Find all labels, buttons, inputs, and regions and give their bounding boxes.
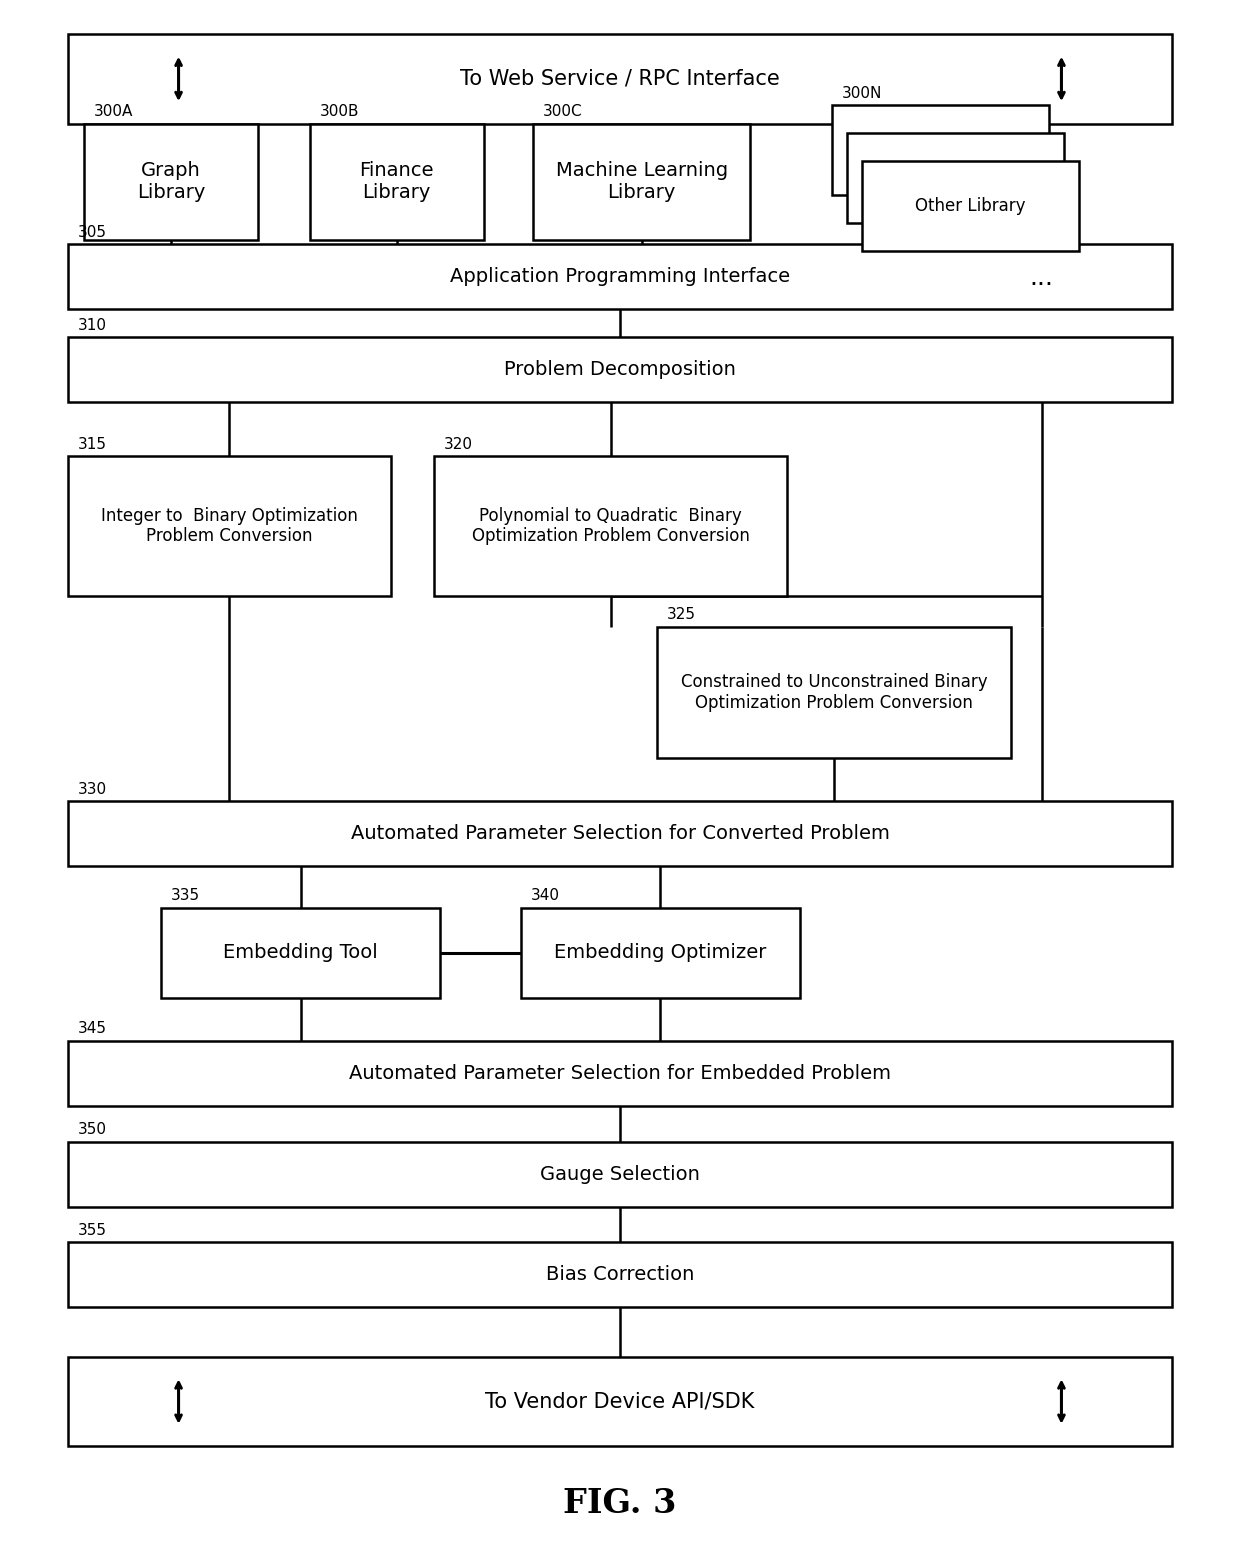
Bar bbox=[862, 161, 1079, 251]
Text: 330: 330 bbox=[78, 781, 107, 797]
Bar bbox=[533, 124, 750, 240]
Text: 350: 350 bbox=[78, 1122, 107, 1137]
Text: Automated Parameter Selection for Embedded Problem: Automated Parameter Selection for Embedd… bbox=[348, 1064, 892, 1083]
Text: 300B: 300B bbox=[320, 104, 360, 119]
Bar bbox=[847, 133, 1064, 223]
Text: Finance
Library: Finance Library bbox=[360, 161, 434, 203]
Text: ...: ... bbox=[1029, 266, 1054, 291]
Bar bbox=[68, 456, 391, 596]
Bar bbox=[68, 1041, 1172, 1106]
Text: 335: 335 bbox=[171, 888, 200, 903]
Text: 355: 355 bbox=[78, 1222, 107, 1238]
Bar bbox=[310, 124, 484, 240]
Text: Application Programming Interface: Application Programming Interface bbox=[450, 268, 790, 286]
Bar bbox=[68, 1242, 1172, 1307]
Bar bbox=[68, 1357, 1172, 1446]
Text: Graph
Library: Graph Library bbox=[136, 161, 206, 203]
Bar bbox=[68, 801, 1172, 866]
Text: To Vendor Device API/SDK: To Vendor Device API/SDK bbox=[485, 1392, 755, 1411]
Text: 300A: 300A bbox=[94, 104, 134, 119]
Text: 300C: 300C bbox=[543, 104, 583, 119]
Text: Embedding Optimizer: Embedding Optimizer bbox=[554, 944, 766, 962]
Text: 305: 305 bbox=[78, 224, 107, 240]
Bar bbox=[68, 337, 1172, 402]
Bar bbox=[68, 34, 1172, 124]
Text: Constrained to Unconstrained Binary
Optimization Problem Conversion: Constrained to Unconstrained Binary Opti… bbox=[681, 673, 987, 712]
Bar bbox=[657, 627, 1011, 758]
Bar bbox=[84, 124, 258, 240]
Text: To Web Service / RPC Interface: To Web Service / RPC Interface bbox=[460, 70, 780, 88]
Text: 340: 340 bbox=[531, 888, 559, 903]
Bar bbox=[521, 908, 800, 998]
Text: 310: 310 bbox=[78, 317, 107, 333]
Text: Integer to  Binary Optimization
Problem Conversion: Integer to Binary Optimization Problem C… bbox=[100, 506, 358, 546]
Text: Embedding Tool: Embedding Tool bbox=[223, 944, 378, 962]
Bar bbox=[68, 1142, 1172, 1207]
Text: Polynomial to Quadratic  Binary
Optimization Problem Conversion: Polynomial to Quadratic Binary Optimizat… bbox=[471, 506, 750, 546]
Text: 345: 345 bbox=[78, 1021, 107, 1036]
Text: Gauge Selection: Gauge Selection bbox=[541, 1165, 699, 1183]
Text: 315: 315 bbox=[78, 436, 107, 452]
Bar bbox=[161, 908, 440, 998]
Text: Other Library: Other Library bbox=[900, 169, 1011, 187]
Text: Problem Decomposition: Problem Decomposition bbox=[505, 360, 735, 379]
Bar bbox=[68, 244, 1172, 309]
Bar bbox=[832, 105, 1049, 195]
Text: Automated Parameter Selection for Converted Problem: Automated Parameter Selection for Conver… bbox=[351, 825, 889, 843]
Text: Other Library: Other Library bbox=[915, 196, 1025, 215]
Text: Bias Correction: Bias Correction bbox=[546, 1265, 694, 1284]
Text: 325: 325 bbox=[667, 606, 696, 622]
Text: Machine Learning
Library: Machine Learning Library bbox=[556, 161, 728, 203]
Bar bbox=[434, 456, 787, 596]
Text: 300N: 300N bbox=[842, 85, 883, 101]
Text: 320: 320 bbox=[444, 436, 472, 452]
Text: Other Library: Other Library bbox=[885, 141, 996, 159]
Text: FIG. 3: FIG. 3 bbox=[563, 1487, 677, 1521]
